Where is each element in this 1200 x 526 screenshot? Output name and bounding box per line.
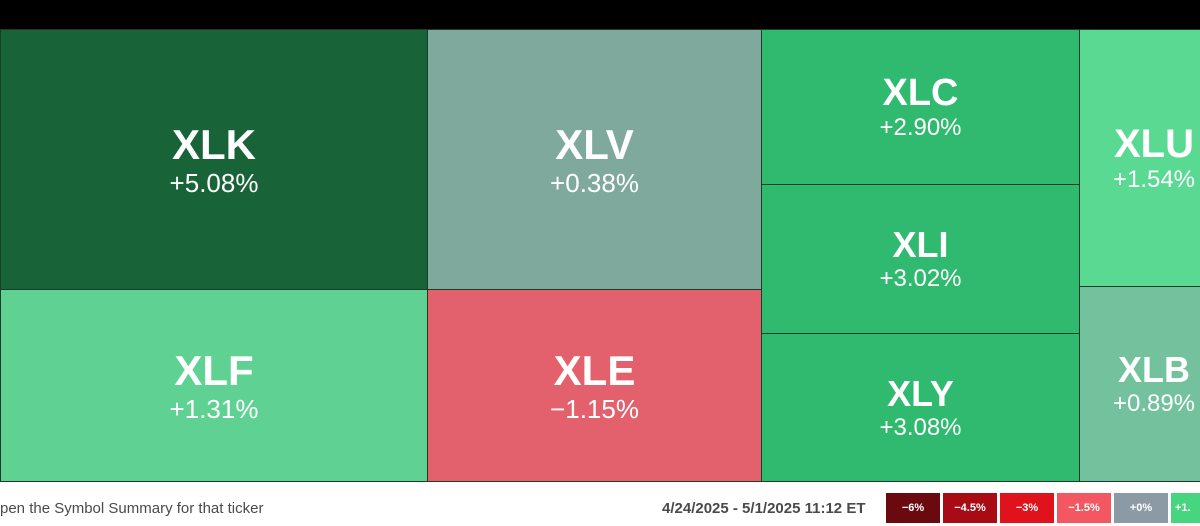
tile-change: +1.31% [169,393,259,424]
tile-change: +0.38% [550,167,639,198]
tile-symbol: XLY [887,372,954,414]
legend-label: −1.5% [1068,502,1100,514]
legend-label: −6% [901,502,925,514]
tile-change: +2.90% [879,114,962,141]
tile-change: +0.89% [1112,390,1196,417]
tile-symbol: XLC [882,72,959,114]
tile-xli[interactable]: XLI +3.02% [761,184,1080,334]
tile-xlf[interactable]: XLF +1.31% [0,289,428,482]
legend-swatch-neg6[interactable]: −6% [886,493,940,523]
legend-label: −4.5% [954,502,986,514]
click-hint: pen the Symbol Summary for that ticker [0,500,264,517]
tile-symbol: XLB [1118,349,1190,390]
tile-change: +5.08% [169,167,259,198]
tile-symbol: XLK [172,120,256,168]
tile-change: −1.15% [550,393,639,424]
tile-symbol: XLE [553,346,636,394]
tile-xlu[interactable]: XLU +1.54% [1079,29,1200,287]
header-bar [0,0,1200,29]
tile-xlv[interactable]: XLV +0.38% [427,29,762,290]
tile-xlk[interactable]: XLK +5.08% [0,29,428,290]
legend-swatch-neg4-5[interactable]: −4.5% [943,493,997,523]
footer-bar: pen the Symbol Summary for that ticker 4… [0,482,1200,526]
tile-symbol: XLI [892,224,949,265]
date-range: 4/24/2025 - 5/1/2025 11:12 ET [662,500,866,517]
tile-change: +1.54% [1112,166,1196,193]
tile-xlc[interactable]: XLC +2.90% [761,29,1080,185]
tile-symbol: XLU [1114,122,1194,166]
legend-label: −3% [1015,502,1039,514]
legend-label: +0% [1129,502,1153,514]
legend-swatch-pos1-5[interactable]: +1. [1171,493,1200,523]
tile-change: +3.02% [879,265,962,292]
tile-symbol: XLF [174,346,254,394]
tile-xle[interactable]: XLE −1.15% [427,289,762,482]
sector-heatmap: XLK +5.08% XLV +0.38% XLF +1.31% XLE −1.… [0,29,1200,482]
legend-swatch-neg3[interactable]: −3% [1000,493,1054,523]
legend-label: +1. [1175,502,1191,514]
tile-change: +3.08% [879,413,962,441]
legend-swatch-neg1-5[interactable]: −1.5% [1057,493,1111,523]
tile-symbol: XLV [555,120,634,168]
tile-xlb[interactable]: XLB +0.89% [1079,286,1200,482]
tile-xly[interactable]: XLY +3.08% [761,333,1080,482]
legend-swatch-zero[interactable]: +0% [1114,493,1168,523]
